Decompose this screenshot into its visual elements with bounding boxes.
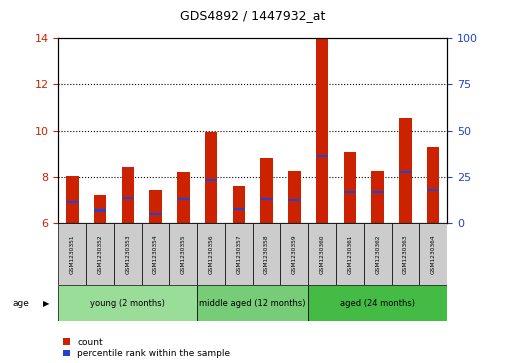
Bar [86, 223, 114, 285]
Bar [94, 195, 106, 223]
Text: ▶: ▶ [43, 299, 50, 307]
Bar [280, 223, 308, 285]
Bar [142, 223, 170, 285]
Bar [58, 285, 197, 321]
Bar [419, 223, 447, 285]
Text: young (2 months): young (2 months) [90, 299, 165, 307]
Bar [205, 179, 217, 182]
Bar [316, 155, 328, 157]
Text: age: age [13, 299, 29, 307]
Text: GSM1230363: GSM1230363 [403, 234, 408, 274]
Bar [121, 197, 134, 199]
Bar [371, 191, 384, 193]
Bar [197, 223, 225, 285]
Bar [288, 199, 301, 201]
Bar [233, 208, 245, 210]
Text: GSM1230361: GSM1230361 [347, 234, 353, 274]
Bar [94, 209, 106, 212]
Text: GSM1230359: GSM1230359 [292, 234, 297, 274]
Bar [261, 198, 273, 200]
Text: aged (24 months): aged (24 months) [340, 299, 415, 307]
Text: GSM1230356: GSM1230356 [209, 234, 213, 274]
Bar [58, 223, 86, 285]
Text: GSM1230357: GSM1230357 [236, 234, 241, 274]
Text: middle aged (12 months): middle aged (12 months) [200, 299, 306, 307]
Text: GDS4892 / 1447932_at: GDS4892 / 1447932_at [180, 9, 326, 22]
Text: GSM1230362: GSM1230362 [375, 234, 380, 274]
Bar [308, 285, 447, 321]
Bar [66, 176, 79, 223]
Bar [149, 213, 162, 215]
Bar [316, 39, 328, 223]
Bar [371, 171, 384, 223]
Bar [205, 132, 217, 223]
Text: GSM1230352: GSM1230352 [98, 234, 103, 274]
Bar [253, 223, 280, 285]
Bar [399, 171, 411, 174]
Bar [364, 223, 392, 285]
Text: GSM1230360: GSM1230360 [320, 234, 325, 274]
Bar [177, 172, 189, 223]
Bar [392, 223, 419, 285]
Bar [343, 191, 356, 193]
Bar [427, 147, 439, 223]
Bar [233, 186, 245, 223]
Bar [288, 171, 301, 223]
Bar [336, 223, 364, 285]
Bar [308, 223, 336, 285]
Text: GSM1230354: GSM1230354 [153, 234, 158, 274]
Legend: count, percentile rank within the sample: count, percentile rank within the sample [63, 338, 231, 359]
Bar [149, 190, 162, 223]
Bar [427, 189, 439, 191]
Bar [114, 223, 142, 285]
Text: GSM1230351: GSM1230351 [70, 234, 75, 274]
Text: GSM1230355: GSM1230355 [181, 234, 186, 274]
Bar [343, 151, 356, 223]
Bar [225, 223, 253, 285]
Bar [197, 285, 308, 321]
Bar [177, 198, 189, 200]
Text: GSM1230358: GSM1230358 [264, 234, 269, 274]
Bar [261, 158, 273, 223]
Text: GSM1230364: GSM1230364 [431, 234, 436, 274]
Bar [170, 223, 197, 285]
Bar [399, 118, 411, 223]
Text: GSM1230353: GSM1230353 [125, 234, 131, 274]
Bar [121, 167, 134, 223]
Bar [66, 201, 79, 203]
